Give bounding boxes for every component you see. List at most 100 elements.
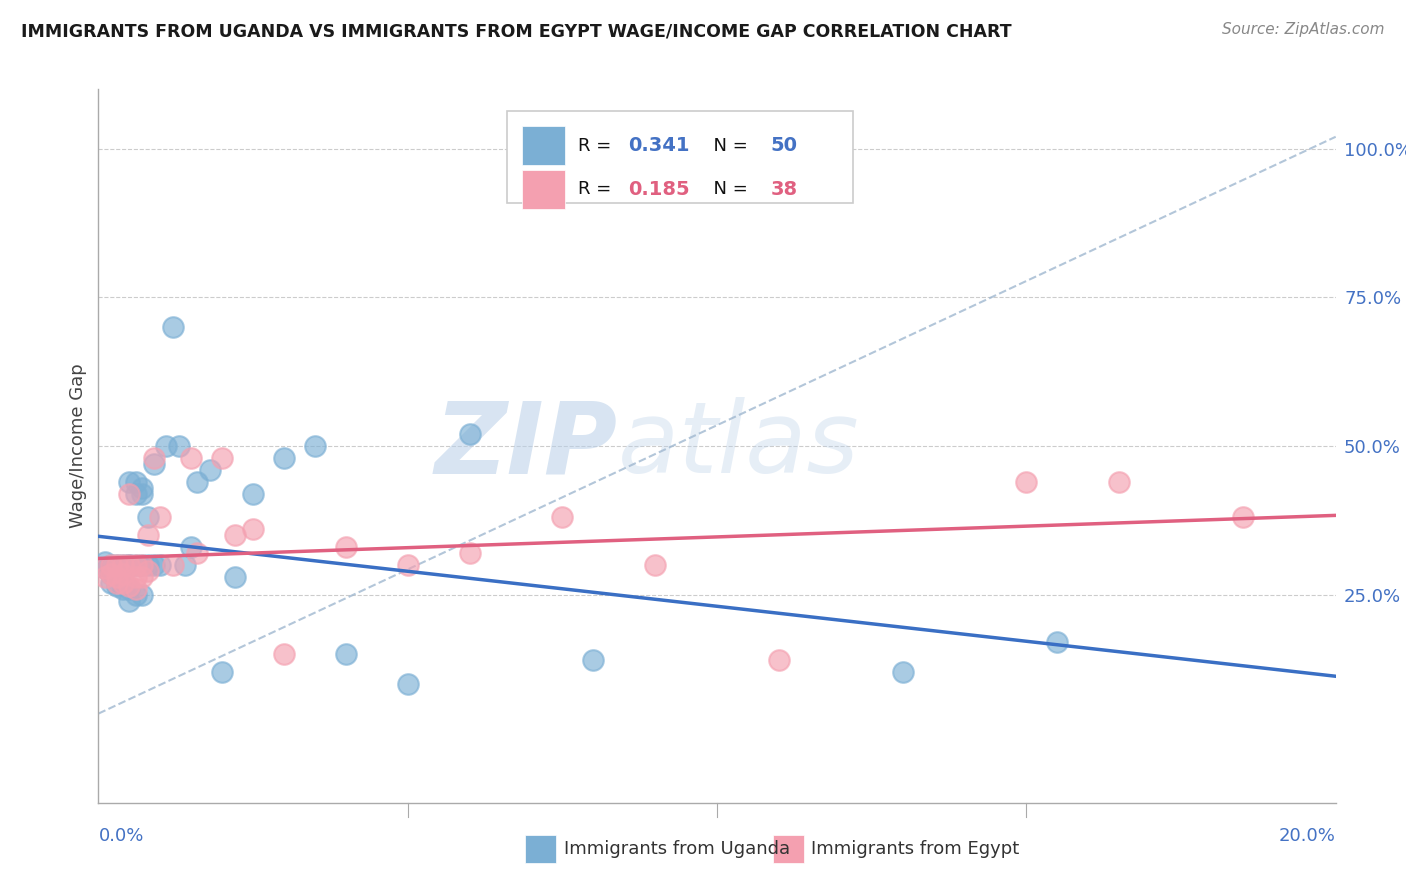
Point (224, 528, 246, 542)
Text: 0.0%: 0.0% (98, 827, 143, 845)
Point (118, 558, 141, 572)
Point (112, 566, 135, 581)
Point (136, 528, 159, 542)
Point (131, 558, 153, 572)
Point (112, 558, 135, 572)
Point (100, 558, 122, 572)
Point (186, 546, 208, 560)
Text: 20.0%: 20.0% (1279, 827, 1336, 845)
Text: 0.341: 0.341 (628, 136, 689, 155)
FancyBboxPatch shape (522, 169, 565, 209)
Point (112, 582, 135, 596)
Point (1046, 635, 1069, 649)
Point (105, 558, 128, 572)
Y-axis label: Wage/Income Gap: Wage/Income Gap (69, 364, 87, 528)
Point (124, 582, 146, 596)
Point (186, 475, 208, 489)
Point (112, 566, 135, 581)
Point (211, 450, 233, 465)
Point (131, 486, 153, 500)
Point (131, 558, 153, 572)
Point (118, 486, 141, 500)
Point (224, 570, 246, 584)
Point (273, 450, 295, 465)
Point (1108, 475, 1130, 489)
Point (124, 558, 146, 572)
Point (118, 593, 141, 607)
Point (136, 558, 159, 572)
Point (131, 570, 153, 584)
Point (1232, 510, 1254, 524)
Point (105, 566, 128, 581)
Point (335, 647, 357, 661)
Point (162, 320, 184, 334)
Point (124, 475, 146, 489)
Text: 38: 38 (770, 180, 797, 199)
Point (118, 579, 141, 593)
Point (124, 570, 146, 584)
Point (105, 579, 128, 593)
Point (891, 665, 914, 679)
Point (143, 450, 166, 465)
Point (335, 540, 357, 554)
Point (93, 561, 115, 575)
Point (167, 439, 190, 453)
Text: Immigrants from Uganda: Immigrants from Uganda (564, 840, 790, 858)
Point (124, 588, 146, 602)
Point (396, 677, 419, 691)
Point (396, 558, 419, 572)
Point (242, 486, 264, 500)
Point (118, 475, 141, 489)
Point (93, 555, 115, 569)
Point (180, 450, 202, 465)
Point (551, 510, 574, 524)
Point (100, 558, 122, 572)
Point (174, 558, 197, 572)
Text: ZIP: ZIP (434, 398, 619, 494)
Text: 0.185: 0.185 (628, 180, 689, 199)
Point (105, 561, 128, 575)
Point (112, 575, 135, 590)
Text: R =: R = (578, 180, 617, 198)
Point (458, 427, 481, 442)
Point (105, 575, 128, 590)
Point (644, 558, 666, 572)
Point (304, 439, 326, 453)
Point (211, 665, 233, 679)
Point (100, 566, 122, 581)
Point (136, 564, 159, 578)
Point (143, 457, 166, 471)
FancyBboxPatch shape (526, 835, 557, 863)
Point (768, 653, 790, 667)
Text: N =: N = (702, 180, 754, 198)
Point (242, 522, 264, 536)
Point (143, 558, 166, 572)
Point (1015, 475, 1038, 489)
FancyBboxPatch shape (773, 835, 804, 863)
Point (131, 588, 153, 602)
Point (118, 582, 141, 596)
Point (131, 481, 153, 495)
Text: Source: ZipAtlas.com: Source: ZipAtlas.com (1222, 22, 1385, 37)
Point (93, 570, 115, 584)
Point (582, 653, 605, 667)
Point (100, 566, 122, 581)
Point (124, 558, 146, 572)
Point (180, 540, 202, 554)
Point (136, 510, 159, 524)
Point (105, 570, 128, 584)
Point (149, 558, 172, 572)
Point (100, 575, 122, 590)
Point (162, 558, 184, 572)
Text: N =: N = (702, 136, 754, 155)
Point (112, 561, 135, 575)
Text: atlas: atlas (619, 398, 859, 494)
Point (112, 558, 135, 572)
Point (458, 546, 481, 560)
Point (105, 558, 128, 572)
FancyBboxPatch shape (522, 127, 565, 166)
Text: 50: 50 (770, 136, 797, 155)
Point (273, 647, 295, 661)
Text: IMMIGRANTS FROM UGANDA VS IMMIGRANTS FROM EGYPT WAGE/INCOME GAP CORRELATION CHAR: IMMIGRANTS FROM UGANDA VS IMMIGRANTS FRO… (21, 22, 1012, 40)
Point (155, 439, 177, 453)
